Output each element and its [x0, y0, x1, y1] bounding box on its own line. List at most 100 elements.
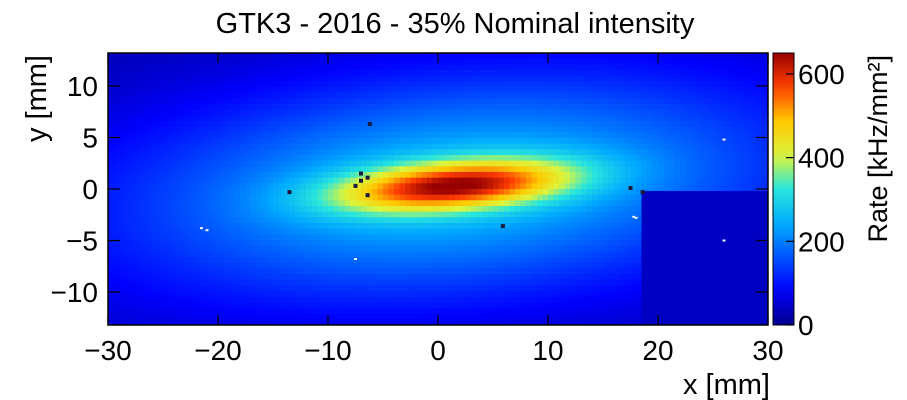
heatmap-cell [366, 132, 373, 139]
heatmap-cell [163, 251, 170, 258]
heatmap-cell [559, 149, 566, 156]
heatmap-cell [278, 211, 285, 218]
heatmap-cell [229, 166, 236, 173]
heatmap-cell [476, 177, 483, 184]
heatmap-cell [669, 92, 676, 99]
heatmap-cell [416, 104, 423, 111]
heatmap-cell [284, 87, 291, 94]
heatmap-cell [410, 274, 417, 281]
heatmap-cell [443, 149, 450, 156]
heatmap-cell [344, 240, 351, 247]
heatmap-cell [289, 200, 296, 207]
heatmap-cell [388, 262, 395, 269]
heatmap-cell [581, 262, 588, 269]
heatmap-cell [218, 64, 225, 71]
heatmap-cell [124, 172, 131, 179]
heatmap-cell [443, 257, 450, 264]
heatmap-cell [245, 166, 252, 173]
heatmap-cell [757, 70, 764, 77]
heatmap-cell [141, 234, 148, 241]
heatmap-cell [273, 104, 280, 111]
heatmap-cell [658, 109, 665, 116]
heatmap-cell [284, 211, 291, 218]
heatmap-cell [460, 228, 467, 235]
heatmap-cell [619, 143, 626, 150]
heatmap-cell [212, 200, 219, 207]
heatmap-cell [537, 143, 544, 150]
heatmap-cell [427, 166, 434, 173]
heatmap-cell [476, 217, 483, 224]
heatmap-cell [339, 64, 346, 71]
heatmap-cell [432, 223, 439, 230]
heatmap-cell [108, 121, 115, 128]
heatmap-cell [333, 75, 340, 82]
heatmap-cell [504, 200, 511, 207]
heatmap-cell [185, 189, 192, 196]
heatmap-cell [152, 70, 159, 77]
heatmap-cell [207, 194, 214, 201]
heatmap-cell [509, 53, 516, 60]
heatmap-cell [157, 126, 164, 133]
heatmap-cell [636, 206, 643, 213]
heatmap-cell [504, 160, 511, 167]
heatmap-cell [267, 143, 274, 150]
heatmap-cell [141, 155, 148, 162]
heatmap-cell [333, 143, 340, 150]
heatmap-cell [108, 160, 115, 167]
heatmap-cell [564, 160, 571, 167]
heatmap-cell [740, 132, 747, 139]
heatmap-cell [597, 183, 604, 190]
heatmap-cell [300, 234, 307, 241]
heatmap-cell [130, 70, 137, 77]
heatmap-cell [465, 160, 472, 167]
heatmap-cell [135, 172, 142, 179]
heatmap-cell [229, 98, 236, 105]
heatmap-cell [504, 143, 511, 150]
heatmap-cell [762, 109, 768, 116]
heatmap-cell [416, 75, 423, 82]
heatmap-cell [493, 64, 500, 71]
heatmap-cell [207, 126, 214, 133]
heatmap-cell [333, 217, 340, 224]
heatmap-cell [350, 58, 357, 65]
heatmap-cell [174, 115, 181, 122]
heatmap-cell [361, 268, 368, 275]
heatmap-cell [619, 132, 626, 139]
heatmap-cell [212, 183, 219, 190]
heatmap-cell [482, 200, 489, 207]
heatmap-cell [234, 285, 241, 292]
heatmap-cell [234, 166, 241, 173]
heatmap-cell [520, 53, 527, 60]
heatmap-cell [190, 257, 197, 264]
heatmap-cell [185, 58, 192, 65]
heatmap-cell [113, 251, 120, 258]
heatmap-cell [454, 70, 461, 77]
heatmap-cell [377, 132, 384, 139]
heatmap-cell [674, 92, 681, 99]
heatmap-cell [449, 75, 456, 82]
heatmap-cell [135, 251, 142, 258]
heatmap-cell [119, 98, 126, 105]
heatmap-cell [372, 132, 379, 139]
heatmap-cell [328, 115, 335, 122]
heatmap-cell [735, 177, 742, 184]
heatmap-cell [251, 189, 258, 196]
heatmap-cell [245, 211, 252, 218]
heatmap-cell [542, 155, 549, 162]
heatmap-cell [427, 206, 434, 213]
heatmap-cell [476, 104, 483, 111]
heatmap-cell [564, 262, 571, 269]
heatmap-cell [394, 58, 401, 65]
heatmap-cell [586, 177, 593, 184]
heatmap-cell [471, 58, 478, 65]
heatmap-cell [218, 240, 225, 247]
heatmap-cell [493, 115, 500, 122]
heatmap-cell [278, 251, 285, 258]
heatmap-cell [300, 121, 307, 128]
heatmap-cell [240, 53, 247, 60]
heatmap-cell [179, 223, 186, 230]
heatmap-cell [388, 109, 395, 116]
heatmap-cell [454, 143, 461, 150]
heatmap-cell [460, 206, 467, 213]
heatmap-cell [691, 81, 698, 88]
